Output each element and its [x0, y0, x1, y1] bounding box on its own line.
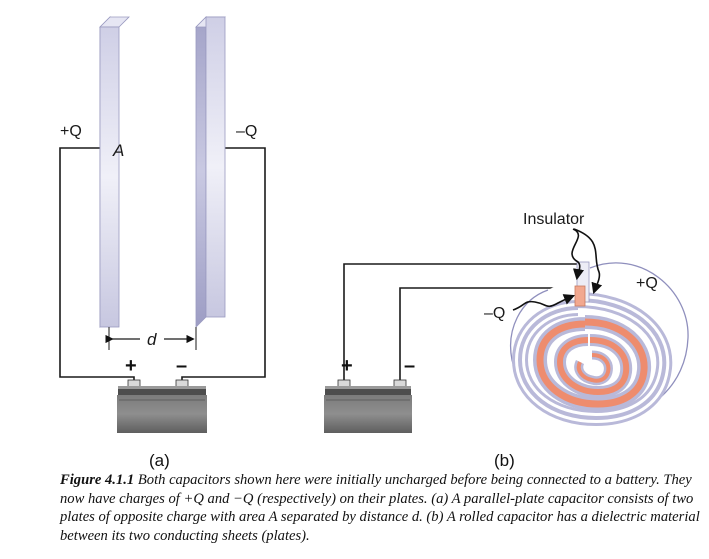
plus-charge-label-b: +Q [636, 275, 658, 292]
left-wire [60, 148, 134, 384]
figure-label: Figure 4.1.1 [60, 472, 134, 488]
area-label: A [112, 141, 124, 160]
inner-sheet-tab [575, 286, 585, 306]
battery-a [117, 380, 207, 433]
panel-label-b: (b) [494, 451, 515, 470]
panel-label-a: (a) [149, 451, 170, 470]
battery-minus-a: – [176, 355, 187, 377]
minus-charge-label-a: –Q [236, 123, 257, 140]
distance-label: d [147, 330, 157, 349]
minus-charge-label-b: –Q [484, 305, 505, 322]
caption-text: Both capacitors shown here were initiall… [60, 472, 700, 544]
insulator-arrow-1 [572, 229, 580, 278]
plus-charge-label-a: +Q [60, 123, 82, 140]
battery-plus-b: + [341, 355, 353, 377]
insulator-label: Insulator [523, 211, 585, 228]
battery-b [324, 380, 412, 433]
parallel-plate-capacitor: +Q –Q A d + – (a) [60, 17, 265, 470]
rolled-capacitor: Insulator +Q –Q + – (b) [324, 211, 688, 470]
figure-caption: Figure 4.1.1 Both capacitors shown here … [60, 471, 700, 545]
rolled-sheets [520, 300, 664, 418]
capacitor-figure: +Q –Q A d + – (a) [0, 0, 709, 470]
battery-plus-a: + [125, 355, 137, 377]
battery-minus-b: – [404, 355, 415, 377]
left-plate [100, 17, 129, 327]
right-plate [196, 17, 225, 327]
